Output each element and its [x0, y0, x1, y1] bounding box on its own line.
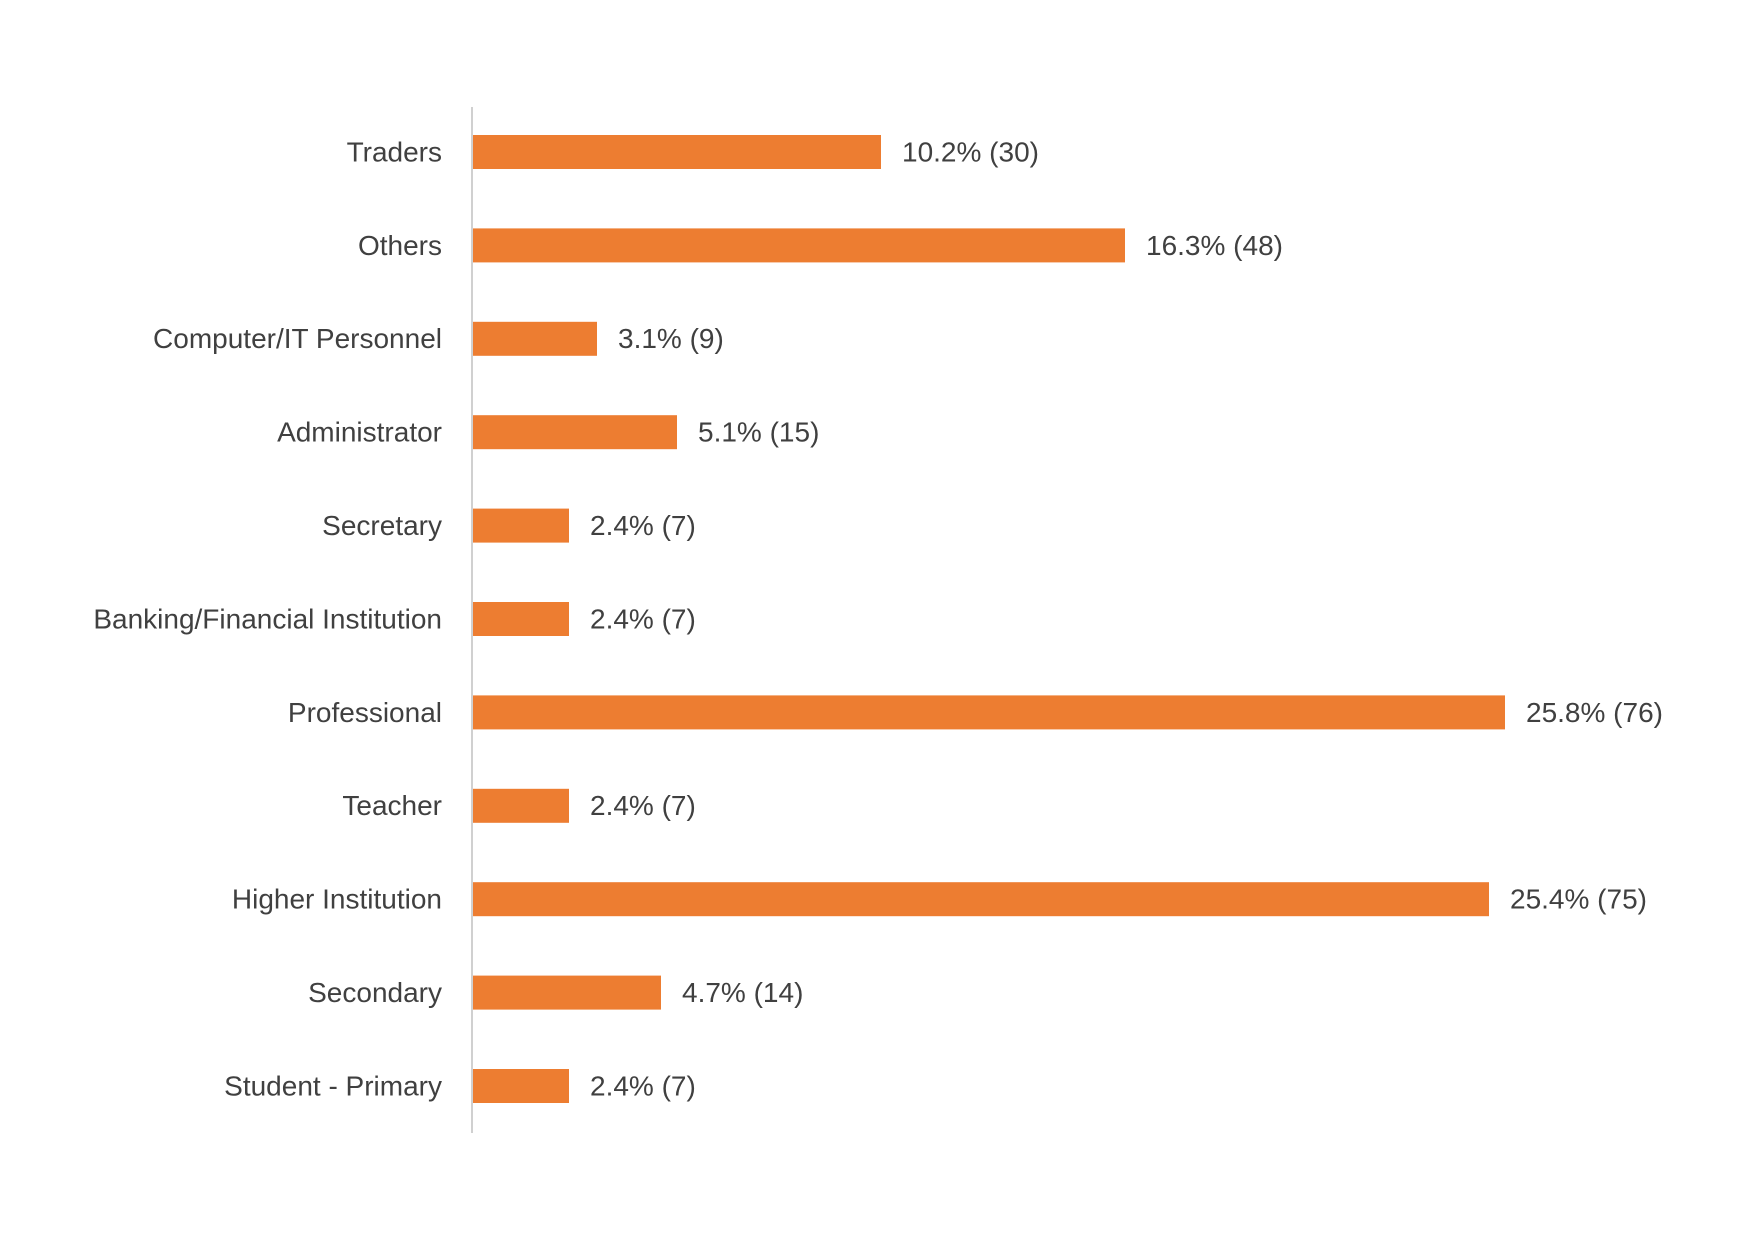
data-label: 4.7% (14) [682, 977, 803, 1008]
bar [473, 1069, 569, 1103]
data-label: 16.3% (48) [1146, 230, 1283, 261]
data-label: 25.8% (76) [1526, 697, 1663, 728]
bar [473, 975, 661, 1010]
category-label: Secondary [308, 977, 442, 1008]
category-label: Others [358, 230, 442, 261]
bar [473, 508, 569, 543]
bar [473, 321, 597, 356]
bar [473, 135, 881, 169]
category-label: Secretary [322, 510, 442, 541]
category-label: Traders [347, 136, 442, 167]
category-label: Professional [288, 697, 442, 728]
category-label: Banking/Financial Institution [93, 603, 442, 634]
bar [473, 415, 677, 450]
bar [473, 228, 1125, 263]
bar [473, 788, 569, 823]
bar [473, 695, 1505, 730]
category-label: Teacher [342, 790, 442, 821]
category-label: Computer/IT Personnel [153, 323, 442, 354]
bar [473, 882, 1489, 917]
data-label: 2.4% (7) [590, 790, 696, 821]
data-label: 10.2% (30) [902, 136, 1039, 167]
data-label: 2.4% (7) [590, 603, 696, 634]
data-label: 2.4% (7) [590, 510, 696, 541]
data-label: 3.1% (9) [618, 323, 724, 354]
category-label: Higher Institution [232, 884, 442, 915]
data-label: 2.4% (7) [590, 1070, 696, 1101]
data-label: 5.1% (15) [698, 417, 819, 448]
category-label: Student - Primary [224, 1070, 442, 1101]
bar [473, 602, 569, 636]
category-label: Administrator [277, 417, 442, 448]
data-label: 25.4% (75) [1510, 884, 1647, 915]
